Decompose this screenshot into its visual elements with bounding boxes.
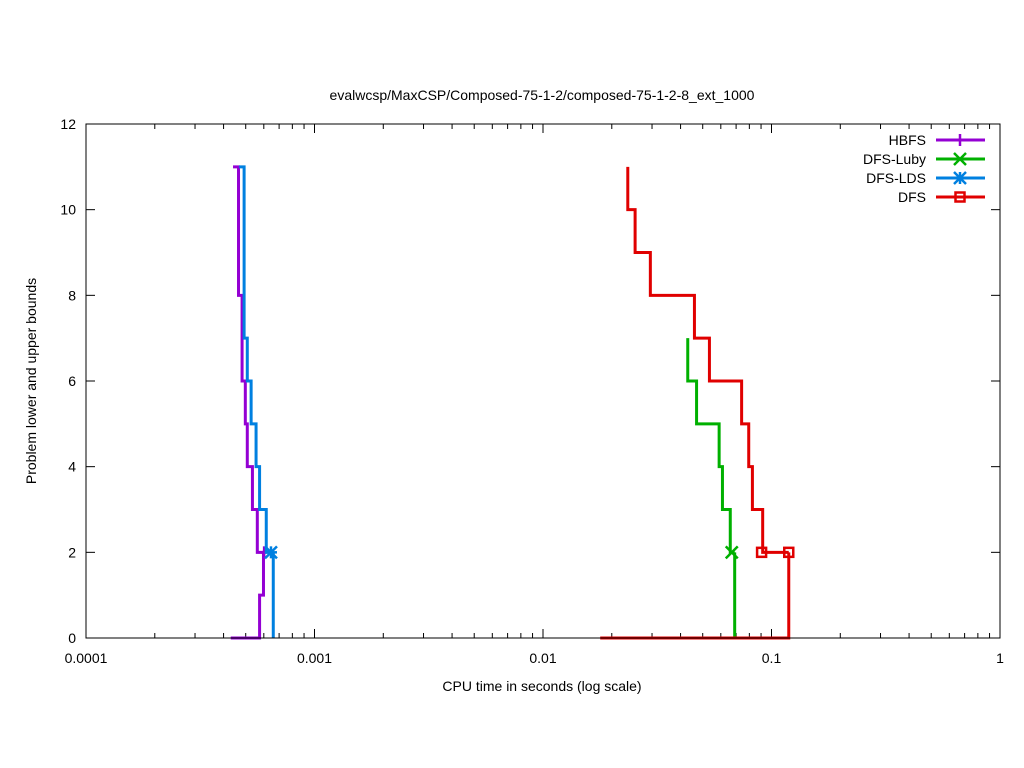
y-axis-ticks: 0 2 4 6 8 10 12 xyxy=(60,116,1000,646)
legend-marker xyxy=(954,191,966,203)
legend-label: DFS-Luby xyxy=(863,151,926,167)
legend-marker xyxy=(953,152,967,166)
upper-bound-line xyxy=(626,166,789,554)
y-axis-title: Problem lower and upper bounds xyxy=(23,278,39,484)
series-dfs-luby xyxy=(686,338,739,638)
upper-bound-line xyxy=(686,338,735,554)
y-tick-label: 12 xyxy=(60,116,76,132)
x-tick-label: 0.1 xyxy=(762,650,782,666)
marker-stroke xyxy=(953,171,967,185)
y-tick-label: 0 xyxy=(68,630,76,646)
final-point-marker xyxy=(264,545,278,560)
y-tick-label: 4 xyxy=(68,459,76,475)
marker-stroke xyxy=(954,191,966,203)
chart-title: evalwcsp/MaxCSP/Composed-75-1-2/composed… xyxy=(330,87,755,103)
x-tick-label: 0.01 xyxy=(529,650,556,666)
legend-label: HBFS xyxy=(889,132,926,148)
legend-entry: DFS-Luby xyxy=(863,151,985,167)
data-point-marker xyxy=(755,546,768,559)
x-tick-label: 0.001 xyxy=(297,650,332,666)
marker-stroke xyxy=(755,546,768,559)
plot-border xyxy=(85,123,1001,639)
legend-label: DFS-LDS xyxy=(866,170,926,186)
x-tick-label: 0.0001 xyxy=(65,650,108,666)
y-tick-label: 6 xyxy=(68,373,76,389)
upper-bound-line xyxy=(239,165,274,554)
legend: HBFS DFS-Luby DFS-LDS DFS xyxy=(863,132,985,205)
y-tick-label: 2 xyxy=(68,544,76,560)
marker-stroke xyxy=(724,545,739,560)
upper-bound-line xyxy=(233,165,265,554)
legend-entry: DFS-LDS xyxy=(866,170,985,186)
legend-marker xyxy=(953,171,967,185)
marker-stroke xyxy=(264,545,278,560)
x-axis-ticks: 0.0001 0.001 0.01 0.1 1 xyxy=(65,124,1004,666)
series-dfs-lds xyxy=(239,165,278,638)
legend-entry: HBFS xyxy=(889,132,985,148)
legend-marker xyxy=(954,134,966,146)
final-point-marker xyxy=(783,546,795,559)
x-axis-title: CPU time in seconds (log scale) xyxy=(442,678,641,694)
marker-stroke xyxy=(783,546,795,559)
marker-stroke xyxy=(953,152,967,166)
legend-label: DFS xyxy=(898,189,926,205)
x-tick-label: 1 xyxy=(996,650,1004,666)
y-tick-label: 10 xyxy=(60,202,76,218)
final-point-marker xyxy=(724,545,739,560)
legend-entry: DFS xyxy=(898,189,985,205)
y-tick-label: 8 xyxy=(68,287,76,303)
